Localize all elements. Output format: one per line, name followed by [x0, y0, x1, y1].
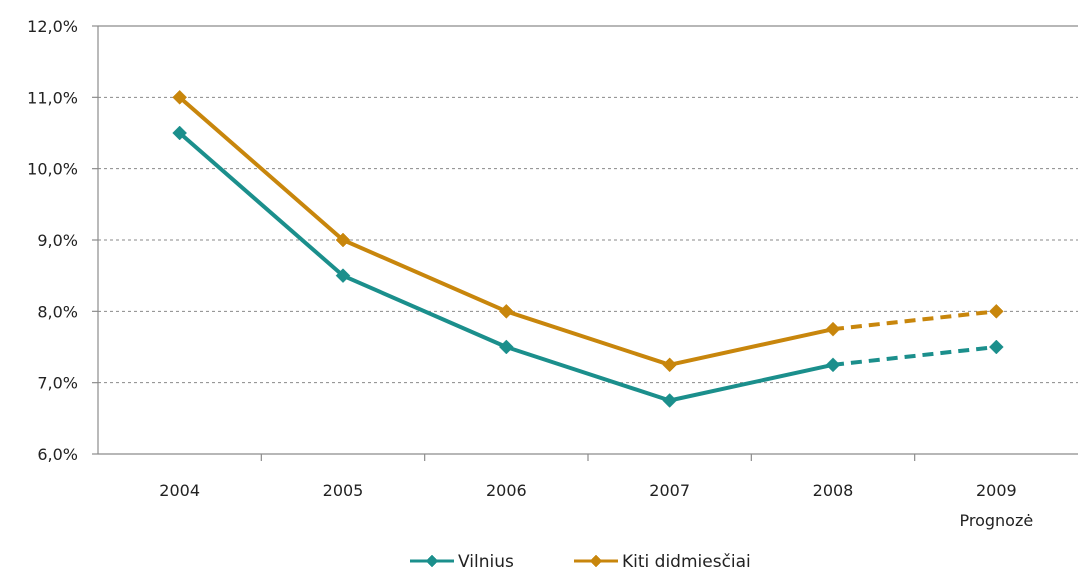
legend-item: Vilnius: [410, 552, 514, 570]
axes: [92, 25, 1078, 461]
data-point-vilnius: [825, 357, 841, 373]
data-point-vilnius: [498, 339, 514, 355]
y-tick-label: 12,0%: [27, 17, 78, 36]
data-point-kiti-didmies-iai: [335, 232, 351, 248]
series-markers: [172, 89, 1004, 408]
x-tick-sublabel: Prognozė: [959, 511, 1033, 530]
series-lines: [178, 95, 997, 403]
y-tick-label: 8,0%: [37, 302, 78, 321]
y-tick-label: 6,0%: [37, 445, 78, 464]
y-tick-label: 10,0%: [27, 160, 78, 179]
x-tick-label: 2008: [813, 481, 854, 500]
series-forecast-line-vilnius: [832, 345, 997, 367]
data-point-kiti-didmies-iai: [825, 321, 841, 337]
tick-labels: 6,0% 7,0% 8,0% 9,0% 10,0% 11,0% 12,0% 2004 2005 2…: [27, 17, 1033, 530]
data-point-kiti-didmies-iai: [498, 303, 514, 319]
data-point-vilnius: [172, 125, 188, 141]
data-point-vilnius: [988, 339, 1004, 355]
legend-item: Kiti didmiesčiai: [574, 552, 751, 570]
x-tick-label: 2009: [976, 481, 1017, 500]
legend-label: Kiti didmiesčiai: [622, 552, 751, 570]
x-tick-label: 2007: [649, 481, 690, 500]
series-forecast-line-kiti-didmies-iai: [832, 309, 997, 332]
x-tick-label: 2005: [323, 481, 364, 500]
data-point-kiti-didmies-iai: [172, 89, 188, 105]
data-point-kiti-didmies-iai: [988, 303, 1004, 319]
data-point-kiti-didmies-iai: [662, 357, 678, 373]
y-tick-label: 9,0%: [37, 231, 78, 250]
y-tick-label: 11,0%: [27, 88, 78, 107]
data-point-vilnius: [662, 393, 678, 408]
legend-label: Vilnius: [458, 552, 514, 570]
x-tick-label: 2006: [486, 481, 527, 500]
series-line-kiti-didmies-iai: [178, 95, 834, 367]
data-point-vilnius: [335, 268, 351, 284]
series-line-vilnius: [178, 131, 834, 403]
legend: Vilnius Kiti didmiesčiai: [410, 552, 751, 570]
y-tick-label: 7,0%: [37, 374, 78, 393]
x-tick-label: 2004: [159, 481, 200, 500]
legend-swatch-marker: [425, 554, 439, 568]
legend-swatch-marker: [589, 554, 603, 568]
